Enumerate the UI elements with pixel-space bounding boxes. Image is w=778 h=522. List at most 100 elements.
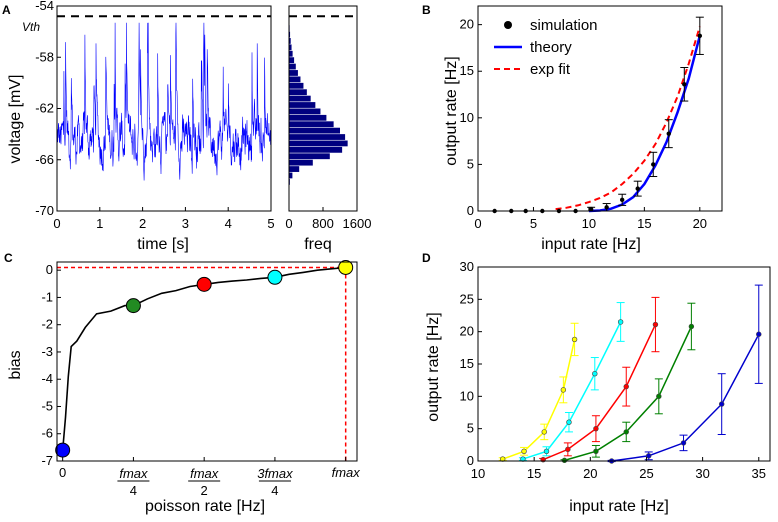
panel-d-xtick-label: 10 [471,466,485,481]
panel-a-hist-bar [289,140,348,147]
panel-a-hist-bar [289,172,293,179]
panel-c-ylabel: bias [7,350,24,379]
panel-b-legend-entry: theory [530,39,572,56]
panel-a-hist-bar [289,95,311,102]
panel-d-ytick-label: 0 [467,453,474,468]
panel-b-frame [477,5,723,212]
panel-d-point-green [688,323,695,330]
panel-a-hist-bar [289,70,298,76]
panel-a-ylabel: voltage [mV] [7,75,24,164]
panel-d-point-red [565,446,571,453]
panel-d-point-blue [756,331,762,337]
panel-d-xtick-label: 30 [695,466,709,481]
panel-a-hist-bar [289,31,291,38]
panel-d-ytick-label: 10 [460,388,474,403]
panel-b-ytick-label: 20 [460,17,474,32]
panel-d-ytick-label: 20 [460,324,474,339]
panel-d-point-cyan [617,319,624,325]
panel-a-hist-bar [289,108,321,115]
panel-d-point-cyan [566,419,572,425]
panel-c-marker [267,269,283,285]
panel-a-ytick-label: -70 [35,203,54,218]
panel-b-sim-point [588,206,594,212]
panel-a-histogram: freq 0 800 1600 [285,5,372,253]
panel-a-hist-bar [289,76,301,83]
panel-c-ytick-label: -5 [41,398,53,413]
panel-b-xtick-label: 10 [582,216,596,231]
panel-a-ytick-label: -58 [35,49,54,64]
panel-d-point-blue [646,453,652,459]
panel-c-xtick-denominator: 2 [201,483,208,498]
panel-d-xtick-label: 25 [639,466,653,481]
panel-a-xtick-label: 0 [53,216,60,231]
panel-c-bias-line [61,266,346,451]
panel-a-xtick-label: 2 [139,216,146,231]
panel-b-sim-point [619,197,625,203]
panel-d-point-green [623,429,629,435]
panel-a-ytick-label: -62 [35,101,54,116]
panel-a-xtick-label: 3 [182,216,189,231]
panel-b-sim-point [604,205,609,210]
panel-c-ytick-label: 0 [46,262,53,277]
panel-d-ytick-label: 15 [460,356,474,371]
panel-a-threshold-label: Vth [22,20,40,34]
panel-b-sim-point [635,186,640,191]
panel-c-xtick-label: 0 [59,465,66,480]
panel-c-ytick-label: -1 [41,289,53,304]
panel-a-hist-bar [289,82,304,89]
panel-b-legend-entry: exp fit [530,61,571,78]
panel-d-point-yellow [560,387,567,393]
panel-d-point-cyan [543,448,550,454]
panel-b-xtick-label: 0 [474,216,481,231]
panel-a-hist-xtick-label: 800 [312,216,334,231]
panel-c-xlabel: poisson rate [Hz] [145,498,265,515]
panel-label-b: B [422,3,431,17]
panel-a-hist-bar [289,166,300,172]
panel-a-hist-xlabel: freq [304,236,332,253]
panel-d-xlabel: input rate [Hz] [569,498,669,515]
panel-a-hist-bar [289,102,316,108]
panel-b-sim-point [682,82,687,87]
panel-a-voltage-line [56,22,272,181]
panel-d-ylabel: output rate [Hz] [425,312,442,421]
panel-a-hist-xtick-label: 1600 [343,216,372,231]
panel-c-xtick-numerator: fmax [119,466,148,481]
panel-a-hist-bar [289,134,346,140]
panel-c-ytick-label: -4 [41,371,53,386]
panel-c-ytick-label: -6 [41,426,53,441]
panel-d-rate-curves: output rate [Hz] input rate [Hz] 10 15 20 2… [425,259,771,515]
panel-c-xtick-label: fmax [332,465,361,480]
panel-b-rate-curve: output rate [Hz] input rate [Hz] 0 5 10 15 2… [443,5,723,253]
panel-b-xtick-label: 15 [637,216,651,231]
panel-d-point-yellow [571,336,578,343]
panel-b-ytick-label: 10 [460,110,474,125]
panel-c-marker [196,276,212,292]
panel-b-theory-line [588,35,702,213]
panel-label-d: D [422,251,431,265]
panel-b-xtick-label: 20 [693,216,707,231]
panel-d-point-green [593,448,599,454]
panel-b-expfit-line [555,26,701,211]
panel-b-ytick-label: 5 [467,156,474,171]
panel-b-xtick-label: 5 [530,216,537,231]
panel-d-xtick-label: 20 [583,466,597,481]
panel-a-hist-bar [289,44,292,51]
panel-c-ytick-label: -3 [41,344,53,359]
panel-b-sim-point [651,162,656,167]
panel-a-hist-bar [289,121,334,128]
panel-c-marker [125,298,141,314]
panel-b-sim-point [666,131,671,136]
panel-a-hist-bar [289,146,343,153]
panel-a-xlabel: time [s] [137,236,189,253]
panel-d-xtick-label: 35 [752,466,766,481]
panel-a-hist-bar [289,153,330,160]
panel-b-sim-point [697,33,703,39]
panel-label-a: A [2,3,11,17]
panel-a-frame [56,5,272,212]
panel-d-ytick-label: 25 [460,291,474,306]
panel-a-hist-bar [289,38,291,44]
panel-c-xtick-denominator: 4 [130,483,137,498]
panel-a-hist-bar [289,63,296,70]
panel-d-ytick-label: 5 [467,421,474,436]
